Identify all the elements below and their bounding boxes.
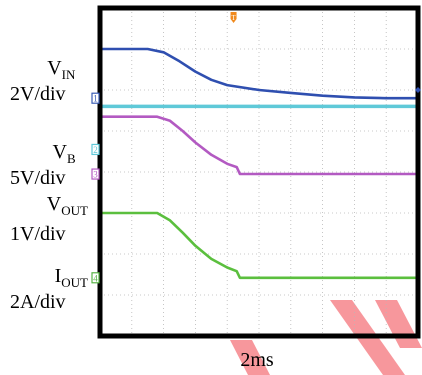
trigger-marker-label: T <box>231 14 236 22</box>
channel-marker-2 <box>91 143 100 156</box>
channel-marker-number: 4 <box>93 273 98 283</box>
x-axis-label: 2ms <box>240 349 274 371</box>
channel-name: VIN <box>47 57 76 82</box>
channel-name: VOUT <box>47 193 88 218</box>
channel-scale: 5V/div <box>10 167 66 189</box>
traces <box>100 47 418 280</box>
channel-marker-4 <box>91 272 100 284</box>
trace-vout <box>100 115 418 176</box>
channel-marker-number: 3 <box>93 170 98 180</box>
channel-marker-3 <box>91 168 100 180</box>
vin-arrow-icon <box>415 87 421 93</box>
channel-markers: T 1 2 3 4 <box>91 12 421 284</box>
trace-vin <box>100 47 418 100</box>
trace-iout <box>100 211 418 280</box>
grid <box>100 8 418 336</box>
plot-border <box>97 5 421 339</box>
channel-marker-1 <box>91 92 100 104</box>
channel-marker-number: 1 <box>93 94 98 104</box>
channel-name: VB <box>53 141 76 166</box>
channel-marker-number: 2 <box>93 145 98 155</box>
trigger-marker-icon <box>230 12 237 23</box>
watermark-stripe <box>375 300 422 348</box>
channel-scale: 2A/div <box>10 291 66 313</box>
plot-frame <box>97 5 421 339</box>
channel-scale: 1V/div <box>10 223 66 245</box>
watermark-stripe <box>230 340 270 375</box>
channel-scale: 2V/div <box>10 83 66 105</box>
channel-name: IOUT <box>55 265 88 290</box>
